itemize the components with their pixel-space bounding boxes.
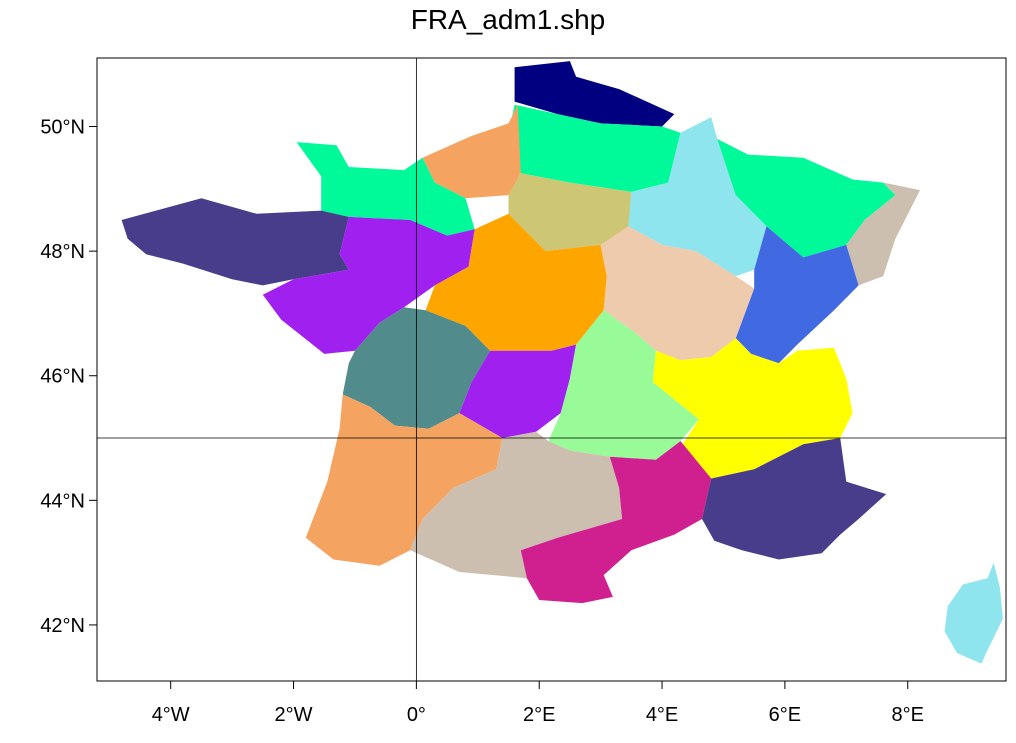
y-tick-label: 50°N [40, 117, 85, 139]
y-tick-label: 46°N [40, 366, 85, 388]
region-provence-alpes-cote-d-azur [702, 438, 887, 560]
region-aquitaine [305, 394, 503, 566]
x-tick-label: 4°E [646, 704, 678, 726]
region-bretagne [121, 198, 349, 286]
region-pays-de-la-loire [262, 216, 475, 354]
region-ile-de-france [508, 173, 635, 252]
x-tick-label: 2°E [523, 704, 555, 726]
region-languedoc-roussillon [520, 441, 712, 604]
region-picardie [505, 104, 681, 192]
x-axis: 4°W 2°W 0° 2°E 4°E 6°E 8°E [152, 681, 924, 726]
region-nord-pas-de-calais [514, 61, 675, 127]
x-tick-label: 4°W [152, 704, 190, 726]
region-haute-normandie [422, 104, 521, 199]
y-tick-label: 48°N [40, 241, 85, 263]
plot-frame [96, 57, 1007, 682]
region-alsace [846, 182, 920, 286]
region-rhone-alpes [652, 338, 853, 479]
region-auvergne [548, 310, 699, 460]
region-limousin [459, 344, 577, 438]
x-tick-label: 2°W [275, 704, 313, 726]
x-tick-label: 0° [407, 704, 426, 726]
region-bourgogne [600, 226, 755, 361]
y-axis: 42°N 44°N 46°N 48°N 50°N [40, 117, 97, 637]
reference-lines [97, 58, 1006, 681]
y-tick-label: 42°N [40, 615, 85, 637]
x-tick-label: 6°E [769, 704, 801, 726]
region-lorraine [717, 139, 896, 258]
region-basse-normandie [296, 142, 475, 236]
regions-layer [121, 61, 1003, 664]
region-franche-comte [735, 226, 859, 364]
map-title: FRA_adm1.shp [410, 4, 606, 35]
region-centre [425, 213, 607, 351]
region-midi-pyrenees [410, 431, 623, 579]
x-tick-label: 8°E [891, 704, 923, 726]
y-tick-label: 44°N [40, 490, 85, 512]
region-corse [944, 562, 1003, 664]
